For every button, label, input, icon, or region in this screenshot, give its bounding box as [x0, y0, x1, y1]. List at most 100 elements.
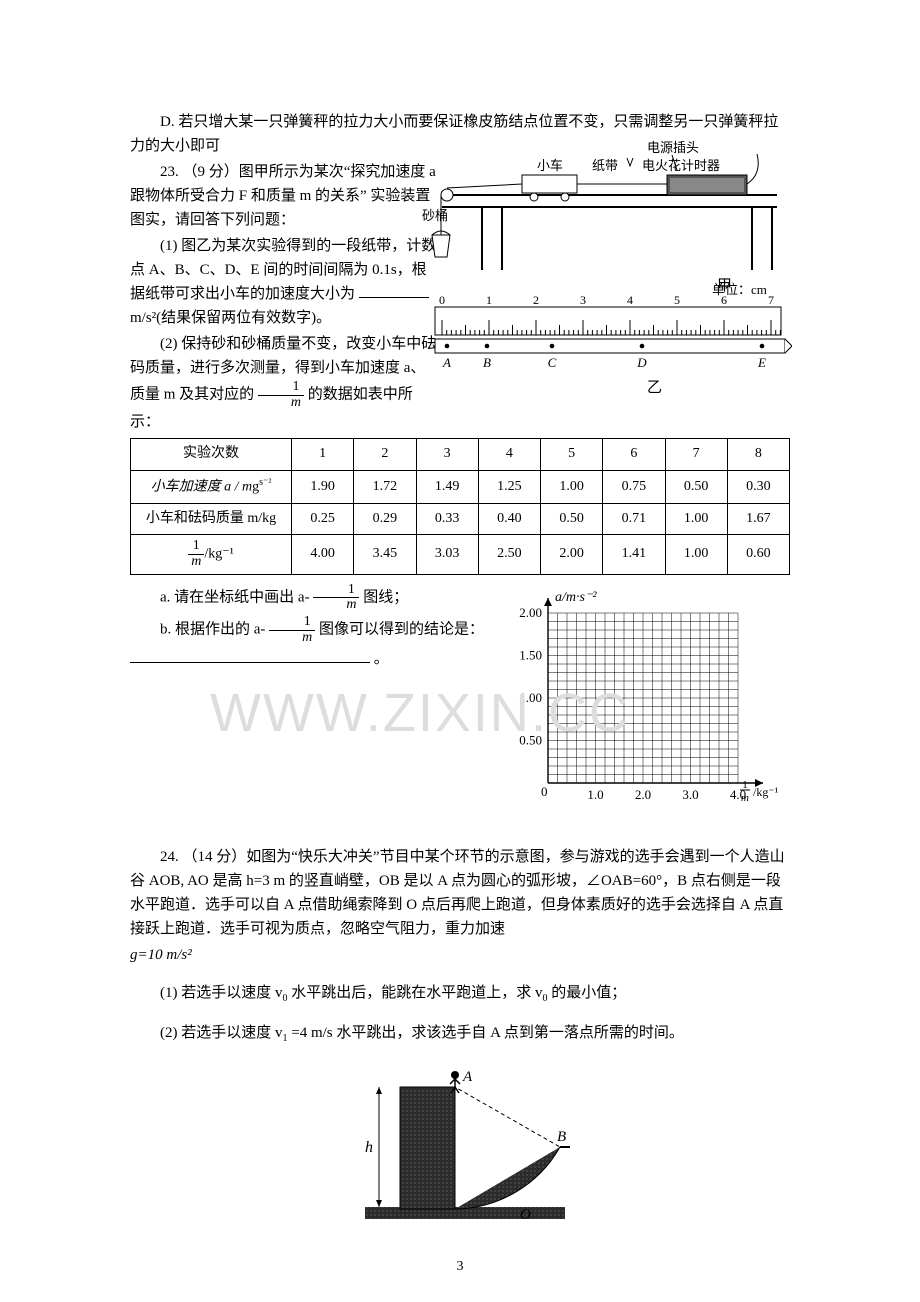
svg-text:1.00: 1.00 — [519, 690, 542, 705]
one-over-m: 1m — [258, 380, 304, 410]
cell: 3.03 — [416, 535, 478, 574]
label-yi: 乙 — [647, 380, 662, 396]
label-O: O — [520, 1207, 531, 1223]
t: 的最小值； — [551, 985, 626, 1001]
svg-text:5: 5 — [674, 293, 680, 307]
blank-acc[interactable] — [359, 282, 429, 298]
cell: 1.41 — [603, 535, 665, 574]
svg-text:1: 1 — [486, 293, 492, 307]
cell: 0.25 — [292, 503, 354, 534]
q23-a-text: a. 请在坐标纸中画出 a- — [160, 589, 310, 605]
cell: 0.75 — [603, 470, 665, 503]
label-timer: 电火花计时器 — [642, 158, 720, 173]
t: 水平跳出后，能跳在水平跑道上，求 v — [291, 985, 542, 1001]
q23-ab-wrap: a. 请在坐标纸中画出 a- 1m 图线； b. 根据作出的 a- 1m 图像可… — [130, 583, 790, 821]
svg-text:2.00: 2.00 — [519, 605, 542, 620]
cell: 1.00 — [665, 503, 727, 534]
cell: 0.40 — [478, 503, 540, 534]
q24-heading: 24. （14 分）如图为“快乐大冲关”节目中某个环节的示意图，参与游戏的选手会… — [130, 845, 790, 941]
table-row: 小车加速度 a / mgs⁻² 1.90 1.72 1.49 1.25 1.00… — [131, 470, 790, 503]
table-row: 小车和砝码质量 m/kg 0.25 0.29 0.33 0.40 0.50 0.… — [131, 503, 790, 534]
svg-text:C: C — [548, 355, 557, 370]
svg-text:6: 6 — [721, 293, 727, 307]
q23-b-blank: 。 — [130, 647, 493, 671]
svg-text:/kg⁻¹: /kg⁻¹ — [753, 785, 779, 799]
th: 3 — [416, 439, 478, 470]
t: (2) 若选手以速度 v — [160, 1025, 283, 1041]
q23-a: a. 请在坐标纸中画出 a- 1m 图线； — [130, 583, 493, 613]
cell: 1.25 — [478, 470, 540, 503]
one-over-m-icon: 1m — [269, 615, 315, 645]
figure-tape: 单位：cm 01234567 ABCDE 乙 — [427, 282, 792, 402]
figure-cliff: h A B O — [345, 1057, 575, 1227]
svg-text:4: 4 — [627, 293, 633, 307]
table-row: 1m/kg⁻¹ 4.00 3.45 3.03 2.50 2.00 1.41 1.… — [131, 535, 790, 574]
q23-part1: (1) 图乙为某次实验得到的一段纸带，计数点 A、B、C、D、E 间的时间间隔为… — [130, 234, 440, 330]
label-A: A — [462, 1069, 473, 1085]
sub1: 1 — [283, 1033, 288, 1044]
svg-text:3: 3 — [580, 293, 586, 307]
graph-grid: a/m·s⁻² 0.501.001.502.00 1.02.03.04.0 1 … — [493, 583, 783, 813]
th: 8 — [727, 439, 789, 470]
svg-text:D: D — [636, 355, 647, 370]
cell: 1.67 — [727, 503, 789, 534]
cell: 0.50 — [665, 470, 727, 503]
table-row: 实验次数 1 2 3 4 5 6 7 8 — [131, 439, 790, 470]
svg-text:2: 2 — [533, 293, 539, 307]
sub0b: 0 — [543, 993, 548, 1004]
t: (1) 若选手以速度 v — [160, 985, 283, 1001]
cell: 0.29 — [354, 503, 416, 534]
page: D. 若只增大某一只弹簧秤的拉力大小而要保证橡皮筋结点位置不变，只需调整另一只弹… — [0, 0, 920, 1302]
q23-p1-text-b: m/s²(结果保留两位有效数字)。 — [130, 310, 331, 326]
svg-text:3.0: 3.0 — [682, 787, 698, 802]
graph-ylabel: a/m·s⁻² — [555, 590, 597, 605]
q23-b-text2: 图像可以得到的结论是： — [319, 622, 484, 638]
svg-text:7: 7 — [768, 293, 774, 307]
cell: 2.50 — [478, 535, 540, 574]
page-number: 3 — [0, 1256, 920, 1278]
q23-heading: 23. （9 分）图甲所示为某次“探究加速度 a 跟物体所受合力 F 和质量 m… — [130, 160, 440, 232]
label-tape: 纸带 — [592, 158, 618, 173]
th: 5 — [541, 439, 603, 470]
row-a-label: 小车加速度 a / mgs⁻² — [131, 470, 292, 503]
cell: 0.50 — [541, 503, 603, 534]
svg-text:E: E — [757, 355, 766, 370]
q23-part2: (2) 保持砂和砂桶质量不变，改变小车中砝码质量，进行多次测量，得到小车加速度 … — [130, 332, 440, 434]
th: 4 — [478, 439, 540, 470]
cell: 0.33 — [416, 503, 478, 534]
one-over-m-icon: 1m — [313, 583, 359, 613]
q24-part2: (2) 若选手以速度 v1 =4 m/s 水平跳出，求该选手自 A 点到第一落点… — [130, 1021, 790, 1047]
th: 7 — [665, 439, 727, 470]
label-bucket: 砂桶 — [422, 208, 448, 223]
cell: 1.00 — [541, 470, 603, 503]
blank-conclusion[interactable] — [130, 647, 370, 663]
q23-narrow-block: 23. （9 分）图甲所示为某次“探究加速度 a 跟物体所受合力 F 和质量 m… — [130, 160, 440, 434]
cell: 0.71 — [603, 503, 665, 534]
svg-text:0.50: 0.50 — [519, 732, 542, 747]
q24-g: g=10 m/s² — [130, 943, 790, 967]
label-power: 电源插头 — [647, 140, 699, 155]
data-table: 实验次数 1 2 3 4 5 6 7 8 小车加速度 a / mgs⁻² 1.9… — [130, 438, 790, 574]
th: 1 — [292, 439, 354, 470]
svg-text:1: 1 — [742, 779, 748, 791]
cell: 4.00 — [292, 535, 354, 574]
cell: 0.30 — [727, 470, 789, 503]
q23-a-text2: 图线； — [363, 589, 408, 605]
th: 6 — [603, 439, 665, 470]
row-m-label: 小车和砝码质量 m/kg — [131, 503, 292, 534]
cell: 1.90 — [292, 470, 354, 503]
svg-text:0: 0 — [541, 784, 548, 799]
q24-g-val: g=10 m/s² — [130, 947, 192, 963]
cell: 2.00 — [541, 535, 603, 574]
cell: 0.60 — [727, 535, 789, 574]
t: =4 m/s 水平跳出，求该选手自 A 点到第一落点所需的时间。 — [291, 1025, 684, 1041]
th: 2 — [354, 439, 416, 470]
q23-b-text: b. 根据作出的 a- — [160, 622, 265, 638]
svg-text:1.0: 1.0 — [587, 787, 603, 802]
sub0: 0 — [283, 993, 288, 1004]
q24-part1: (1) 若选手以速度 v0 水平跳出后，能跳在水平跑道上，求 v0 的最小值； — [130, 981, 790, 1007]
label-cart: 小车 — [537, 158, 563, 173]
row-inv-label: 1m/kg⁻¹ — [131, 535, 292, 574]
svg-text:B: B — [483, 355, 491, 370]
th-trial: 实验次数 — [131, 439, 292, 470]
